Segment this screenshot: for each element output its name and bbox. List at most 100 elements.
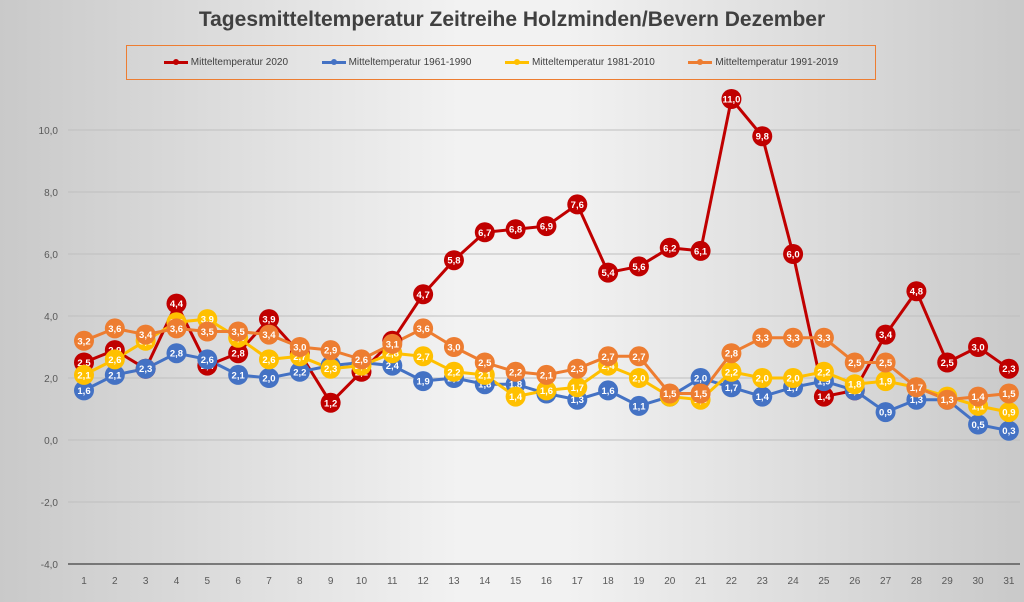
data-point <box>721 343 742 364</box>
data-point <box>443 337 464 357</box>
x-tick-label: 17 <box>572 576 584 587</box>
data-label: 2,2 <box>725 367 738 378</box>
data-label: 4,8 <box>910 287 923 298</box>
data-label: 1,6 <box>602 386 615 397</box>
data-label: 3,3 <box>756 333 769 344</box>
data-label: 2,5 <box>879 358 893 369</box>
legend: Mitteltemperatur 2020 Mitteltemperatur 1… <box>126 45 876 80</box>
data-label: 2,4 <box>386 361 400 372</box>
y-tick-label: 6,0 <box>44 250 58 261</box>
x-tick-label: 22 <box>726 576 738 587</box>
x-tick-label: 15 <box>510 576 522 587</box>
x-tick-label: 8 <box>297 576 303 587</box>
data-label: 2,6 <box>108 355 121 366</box>
data-point <box>752 327 773 348</box>
data-point <box>197 321 218 342</box>
data-point <box>505 361 526 382</box>
data-point <box>289 337 310 357</box>
data-label: 1,5 <box>694 389 708 400</box>
data-label: 2,6 <box>201 355 214 366</box>
data-point <box>659 383 680 404</box>
data-label: 2,1 <box>108 370 122 381</box>
data-point <box>998 402 1019 423</box>
data-point <box>752 126 773 147</box>
data-point <box>813 327 834 348</box>
data-point <box>258 349 279 370</box>
data-label: 0,3 <box>1002 426 1015 437</box>
data-point <box>382 333 403 354</box>
data-point <box>320 392 341 413</box>
data-label: 1,1 <box>632 401 646 412</box>
data-label: 1,9 <box>417 377 430 388</box>
data-point <box>844 374 865 395</box>
data-point <box>258 324 279 345</box>
data-label: 2,5 <box>478 358 492 369</box>
data-label: 2,8 <box>725 349 738 360</box>
data-label: 2,3 <box>139 364 152 375</box>
data-label: 4,4 <box>170 299 184 310</box>
data-point <box>598 380 619 401</box>
data-point <box>844 352 865 373</box>
data-label: 1,7 <box>786 383 799 394</box>
data-label: 2,0 <box>756 374 769 385</box>
data-point <box>536 364 557 385</box>
data-label: 2,1 <box>540 370 554 381</box>
data-point <box>505 386 526 407</box>
legend-marker-icon <box>504 59 529 65</box>
data-label: 3,9 <box>262 315 275 326</box>
x-tick-label: 5 <box>205 576 211 587</box>
y-tick-label: 4,0 <box>44 312 58 323</box>
data-label: 1,8 <box>509 380 522 391</box>
data-label: 1,8 <box>848 380 861 391</box>
data-label: 2,0 <box>262 374 275 385</box>
data-point <box>598 346 619 367</box>
data-label: 1,6 <box>540 386 553 397</box>
data-label: 2,1 <box>77 370 91 381</box>
data-label: 2,3 <box>1002 364 1015 375</box>
legend-item: Mitteltemperatur 1981-2010 <box>504 57 655 68</box>
x-tick-label: 12 <box>418 576 430 587</box>
data-point <box>567 358 588 379</box>
x-tick-label: 23 <box>757 576 769 587</box>
data-point <box>813 361 834 382</box>
data-label: 2,7 <box>293 352 306 363</box>
data-point <box>567 194 588 215</box>
chart-title: Tagesmitteltemperatur Zeitreihe Holzmind… <box>198 8 826 31</box>
data-point <box>628 395 649 416</box>
data-label: 2,5 <box>941 358 955 369</box>
data-point <box>628 256 649 277</box>
data-point <box>875 371 896 392</box>
x-tick-label: 4 <box>174 576 180 587</box>
legend-label: Mitteltemperatur 1981-2010 <box>531 57 655 68</box>
data-point <box>906 377 927 398</box>
x-tick-label: 6 <box>235 576 241 587</box>
data-label: 1,4 <box>509 392 523 403</box>
data-label: 2,1 <box>232 370 246 381</box>
x-tick-label: 2 <box>112 576 118 587</box>
data-point <box>228 364 249 385</box>
data-label: 2,2 <box>817 367 830 378</box>
data-label: 2,8 <box>170 349 183 360</box>
data-label: 2,8 <box>232 349 245 360</box>
data-label: 2,2 <box>447 367 460 378</box>
data-label: 1,4 <box>756 392 770 403</box>
data-label: 1,5 <box>663 389 677 400</box>
data-label: 2,9 <box>324 346 337 357</box>
data-label: 6,8 <box>509 225 522 236</box>
legend-item: Mitteltemperatur 1991-2019 <box>688 57 838 68</box>
data-point <box>721 361 742 382</box>
data-point <box>690 240 711 261</box>
data-point <box>690 368 711 388</box>
data-label: 6,2 <box>663 243 676 254</box>
data-label: 2,0 <box>694 374 707 385</box>
x-tick-label: 18 <box>603 576 615 587</box>
data-point <box>968 386 989 407</box>
x-tick-label: 28 <box>911 576 923 587</box>
data-point <box>443 361 464 382</box>
data-point <box>320 340 341 361</box>
legend-marker-icon <box>321 59 346 65</box>
data-point <box>628 368 649 388</box>
data-label: 1,9 <box>817 377 830 388</box>
data-label: 1,3 <box>910 395 923 406</box>
